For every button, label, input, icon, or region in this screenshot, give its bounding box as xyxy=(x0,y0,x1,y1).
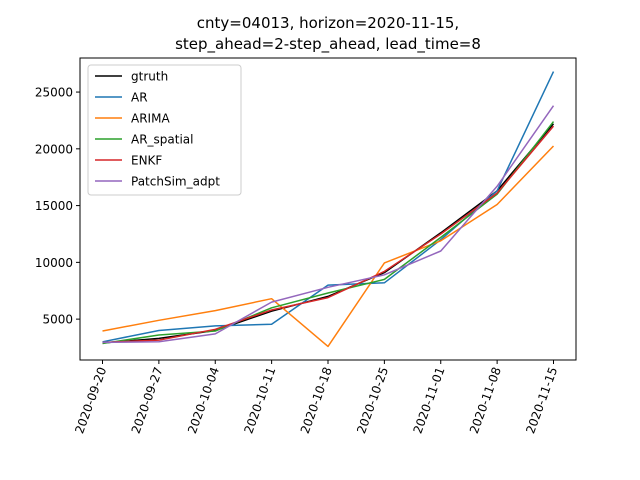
legend-label: AR_spatial xyxy=(131,133,194,147)
y-tick-label: 15000 xyxy=(35,199,73,213)
x-tick-label: 2020-11-01 xyxy=(411,365,448,435)
legend-label: AR xyxy=(131,91,148,105)
series-line-arima xyxy=(102,145,555,348)
x-tick-label: 2020-09-27 xyxy=(129,365,166,435)
x-tick-label: 2020-11-08 xyxy=(467,365,504,435)
x-tick-label: 2020-11-15 xyxy=(523,365,560,435)
chart-title-line: cnty=04013, horizon=2020-11-15, xyxy=(197,14,459,32)
y-tick-label: 5000 xyxy=(42,313,73,327)
y-tick-label: 10000 xyxy=(35,256,73,270)
x-tick-label: 2020-10-11 xyxy=(241,365,278,435)
series-line-patchsim-adpt xyxy=(102,105,555,344)
legend: gtruth AR ARIMA AR_spatial ENKF PatchSim_adpt xyxy=(87,64,242,196)
series-lines xyxy=(102,71,555,348)
x-tick-label: 2020-09-20 xyxy=(72,365,109,435)
y-axis: 5000 10000 15000 20000 25000 xyxy=(35,86,80,327)
chart-title: cnty=04013, horizon=2020-11-15, step_ahea… xyxy=(175,14,481,54)
y-tick-label: 25000 xyxy=(35,86,73,100)
legend-label: ARIMA xyxy=(131,112,170,126)
x-tick-label: 2020-10-04 xyxy=(185,365,222,435)
x-tick-label: 2020-10-25 xyxy=(354,365,391,435)
legend-label: gtruth xyxy=(131,70,168,84)
x-axis: 2020-09-20 2020-09-27 2020-10-04 2020-10-11… xyxy=(72,360,560,436)
legend-label: PatchSim_adpt xyxy=(131,175,220,189)
y-tick-label: 20000 xyxy=(35,142,73,156)
x-tick-label: 2020-10-18 xyxy=(298,365,335,435)
legend-label: ENKF xyxy=(131,154,162,168)
legend-box xyxy=(87,64,242,196)
chart-title-line: step_ahead=2-step_ahead, lead_time=8 xyxy=(175,35,481,54)
